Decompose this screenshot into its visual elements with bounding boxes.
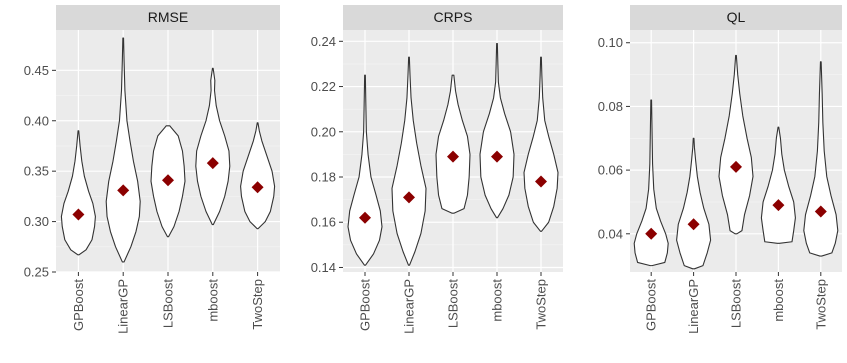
mean-marker-mboost [772,199,785,212]
violin-mboost [760,126,796,244]
y-tick-label: 0.04 [598,226,623,241]
violin-lsboost [435,74,471,214]
x-tick-label: mboost [205,279,220,322]
mean-marker-lsboost [730,160,742,173]
x-tick-label: LinearGP [402,279,417,334]
violin-gpboost [60,130,96,256]
violin-lineargp [391,56,427,266]
mean-marker-gpboost [72,208,85,221]
y-tick-label: 0.22 [311,79,336,94]
mean-marker-mboost [491,150,503,163]
panel-strip [630,5,842,30]
violin-mboost [479,43,515,219]
y-tick-label: 0.45 [24,63,49,78]
panel-strip [343,5,563,30]
x-tick-label: TwoStep [813,279,828,330]
y-tick-label: 0.24 [311,34,336,49]
mean-marker-twostep [251,181,264,194]
x-tick-label: GPBoost [358,279,373,331]
x-tick-label: TwoStep [250,279,265,330]
y-tick-label: 0.30 [24,214,49,229]
y-tick-label: 0.40 [24,113,49,128]
panel-strip [56,5,280,30]
x-tick-label: LinearGP [116,279,131,334]
violin-lsboost [718,54,754,235]
x-tick-label: LSBoost [161,279,176,329]
x-tick-label: mboost [490,279,505,322]
y-tick-label: 0.06 [598,163,623,178]
panel-title: RMSE [148,9,188,25]
panel-rmse: RMSE 0.25 0.30 0.35 0.40 0.45 GPBoost LinearGP L… [24,5,280,334]
violin-twostep [523,56,559,232]
y-tick-label: 0.08 [598,99,623,114]
panel-ql: QL 0.04 0.06 0.08 0.10 GPBoost LinearGP LSBoost… [598,5,842,334]
mean-marker-lsboost [162,174,174,187]
y-tick-label: 0.18 [311,170,336,185]
y-tick-label: 0.20 [311,124,336,139]
violin-gpboost [633,99,669,267]
y-tick-label: 0.35 [24,164,49,179]
violin-twostep [240,122,276,230]
mean-marker-gpboost [645,227,658,240]
x-tick-label: LSBoost [729,279,744,329]
x-tick-label: TwoStep [534,279,549,330]
x-tick-label: GPBoost [644,279,659,331]
mean-marker-mboost [206,157,219,170]
x-tick-label: LSBoost [446,279,461,329]
mean-marker-twostep [814,205,827,218]
violin-lineargp [676,137,712,270]
mean-marker-lineargp [403,191,415,204]
y-tick-label: 0.25 [24,265,49,280]
y-tick-label: 0.14 [311,260,336,275]
panel-title: CRPS [434,9,473,25]
mean-marker-lsboost [447,150,459,163]
y-tick-label: 0.10 [598,35,623,50]
panel-title: QL [727,9,746,25]
mean-marker-twostep [535,175,547,188]
x-tick-label: mboost [771,279,786,322]
x-tick-label: GPBoost [71,279,86,331]
violin-mboost [195,67,231,226]
mean-marker-gpboost [359,211,371,224]
violin-gpboost [347,74,383,266]
mean-marker-lineargp [687,218,700,231]
y-tick-label: 0.16 [311,215,336,230]
violin-twostep [803,61,839,257]
violin-lineargp [105,37,141,263]
panel-crps: CRPS 0.14 0.16 0.18 0.20 0.22 0.24 GPBoost Linea… [311,5,563,334]
x-tick-label: LinearGP [686,279,701,334]
mean-marker-lineargp [117,184,130,197]
